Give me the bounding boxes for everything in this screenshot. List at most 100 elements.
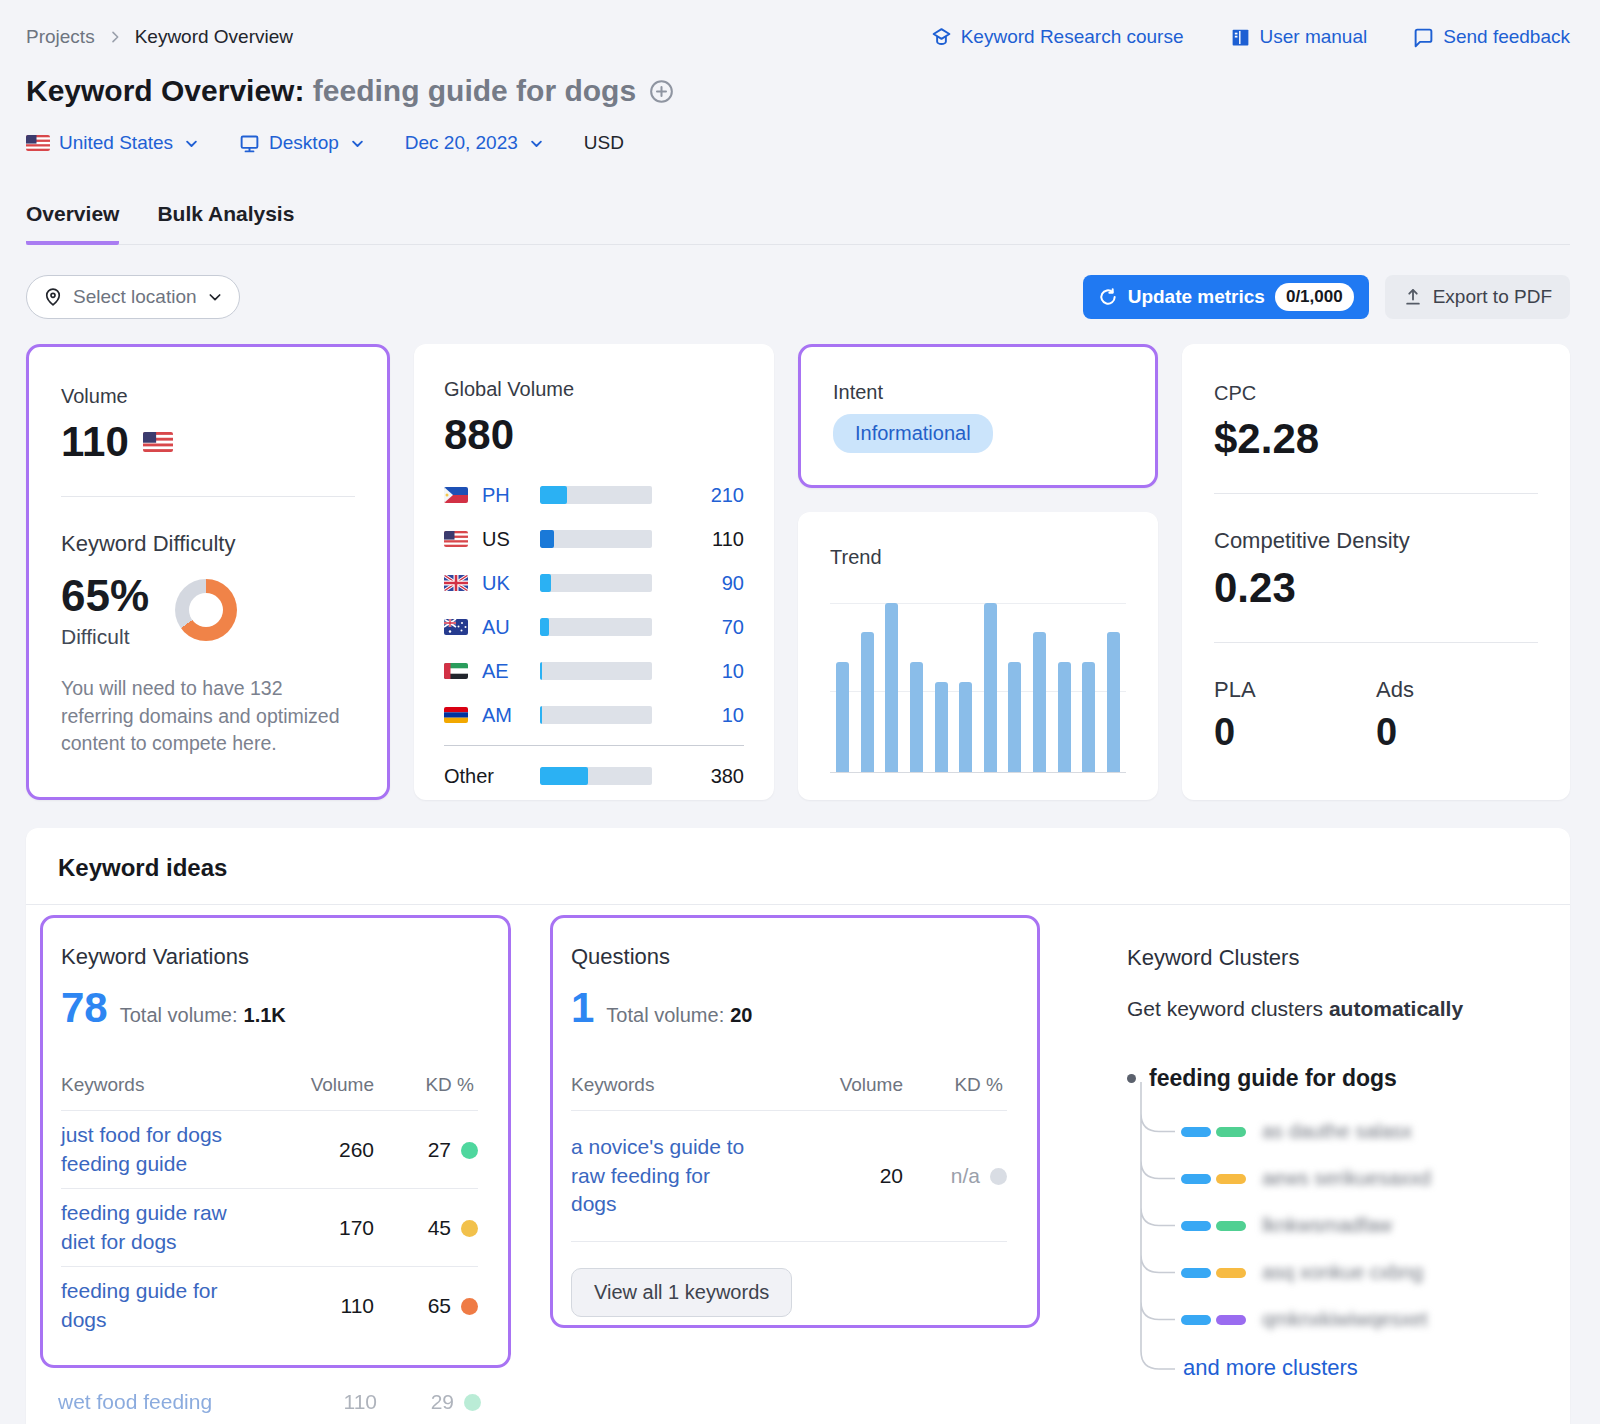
cluster-item[interactable]: asq xonkue cxbng <box>1127 1249 1540 1296</box>
breadcrumb-current: Keyword Overview <box>135 26 293 48</box>
send-feedback-link[interactable]: Send feedback <box>1413 26 1570 48</box>
book-icon <box>1230 27 1251 48</box>
user-manual-link[interactable]: User manual <box>1230 26 1368 48</box>
cluster-item-text: as dauthe salasx <box>1262 1120 1412 1143</box>
cluster-tree-connector <box>1127 1082 1187 1412</box>
keyword-row: feeding guide for dogs11065 <box>61 1266 478 1344</box>
global-volume-row: PH210 <box>444 473 744 517</box>
keyword-link[interactable]: feeding guide raw diet for dogs <box>61 1199 261 1256</box>
competitive-density-label: Competitive Density <box>1214 528 1538 554</box>
col-volume: Volume <box>823 1074 903 1096</box>
page-title-keyword: feeding guide for dogs <box>313 74 636 107</box>
trend-bar <box>885 603 898 772</box>
keyword-link[interactable]: wet food feeding <box>58 1388 212 1417</box>
ae-flag-icon <box>444 663 468 679</box>
volume-bar <box>540 530 652 548</box>
update-metrics-button[interactable]: Update metrics 0/1,000 <box>1083 275 1369 319</box>
quota-badge: 0/1,000 <box>1275 283 1354 311</box>
cluster-item-text: lknkwsmadfaw <box>1262 1214 1392 1237</box>
cluster-item[interactable]: as dauthe salasx <box>1127 1108 1540 1155</box>
global-volume-row: UK90 <box>444 561 744 605</box>
global-volume-row: AE10 <box>444 649 744 693</box>
export-to-pdf-button[interactable]: Export to PDF <box>1385 275 1570 319</box>
intent-label: Intent <box>833 381 1123 404</box>
kd-dot <box>464 1394 481 1411</box>
volume-label: Volume <box>61 385 355 408</box>
breadcrumb-projects[interactable]: Projects <box>26 26 95 48</box>
col-volume: Volume <box>294 1074 374 1096</box>
trend-bar-chart <box>830 603 1126 773</box>
ph-flag-icon <box>444 487 468 503</box>
keyword-variations-card: Keyword Variations 78 Total volume: 1.1K… <box>40 915 511 1368</box>
intent-card: Intent Informational <box>798 344 1158 488</box>
cluster-item[interactable]: lknkwsmadfaw <box>1127 1202 1540 1249</box>
cluster-pills-icon <box>1181 1221 1246 1231</box>
volume-bar <box>540 706 652 724</box>
chevron-down-icon <box>184 136 199 151</box>
cluster-pills-icon <box>1181 1315 1246 1325</box>
au-flag-icon <box>444 619 468 635</box>
volume-bar <box>540 767 652 785</box>
select-location-button[interactable]: Select location <box>26 275 240 319</box>
volume-value: 110 <box>61 418 129 466</box>
pla-label: PLA <box>1214 677 1376 703</box>
keyword-research-course-link[interactable]: Keyword Research course <box>931 26 1184 48</box>
keyword-variations-title: Keyword Variations <box>61 944 478 970</box>
add-keyword-icon[interactable] <box>648 78 675 105</box>
currency-label: USD <box>584 132 624 154</box>
tabs: Overview Bulk Analysis <box>26 202 1570 245</box>
kd-dot <box>990 1168 1007 1185</box>
cluster-item[interactable]: aews serikuesaxxd <box>1127 1155 1540 1202</box>
pla-value: 0 <box>1214 711 1376 754</box>
kd-note: You will need to have 132 referring doma… <box>61 675 355 758</box>
chevron-down-icon <box>350 136 365 151</box>
ads-value: 0 <box>1376 711 1538 754</box>
keyword-ideas-card: Keyword ideas Keyword Variations 78 Tota… <box>26 828 1570 1424</box>
questions-card: Questions 1 Total volume: 20 Keywords Vo… <box>550 915 1040 1328</box>
keyword-link[interactable]: just food for dogs feeding guide <box>61 1121 261 1178</box>
more-clusters-link[interactable]: and more clusters <box>1127 1355 1540 1381</box>
chevron-right-icon <box>107 29 123 45</box>
refresh-icon <box>1098 287 1118 307</box>
volume-bar <box>540 618 652 636</box>
cluster-item-text: aews serikuesaxxd <box>1262 1167 1431 1190</box>
desktop-icon <box>239 133 260 154</box>
cluster-item[interactable]: qmknxkiwiwqesxet <box>1127 1296 1540 1343</box>
global-volume-row: US110 <box>444 517 744 561</box>
view-all-keywords-button[interactable]: View all 1 keywords <box>571 1268 792 1317</box>
date-filter[interactable]: Dec 20, 2023 <box>405 132 544 154</box>
tab-bulk-analysis[interactable]: Bulk Analysis <box>157 202 294 245</box>
variations-count: 78 <box>61 984 108 1032</box>
keyword-row: feeding guide raw diet for dogs17045 <box>61 1188 478 1266</box>
trend-bar <box>984 603 997 772</box>
volume-bar <box>540 574 652 592</box>
cluster-item-text: asq xonkue cxbng <box>1262 1261 1423 1284</box>
course-icon <box>931 27 952 48</box>
trend-bar <box>1033 632 1046 772</box>
total-volume-value: 1.1K <box>244 1004 286 1027</box>
keyword-row: wet food feeding11029 <box>58 1388 481 1417</box>
tab-overview[interactable]: Overview <box>26 202 119 245</box>
global-volume-other-row: Other380 <box>444 754 744 798</box>
keyword-row: just food for dogs feeding guide26027 <box>61 1110 478 1188</box>
location-pin-icon <box>43 287 63 307</box>
country-filter[interactable]: United States <box>26 132 199 154</box>
total-volume-label: Total volume: <box>120 1004 238 1027</box>
trend-label: Trend <box>830 546 1126 569</box>
global-volume-card: Global Volume 880 PH210US110UK90AU70AE10… <box>414 344 774 800</box>
trend-bar <box>861 632 874 772</box>
trend-bar <box>1082 662 1095 772</box>
us-flag-icon <box>143 432 173 452</box>
kd-label: Keyword Difficulty <box>61 531 355 557</box>
trend-bar <box>910 662 923 772</box>
device-filter[interactable]: Desktop <box>239 132 365 154</box>
global-volume-row: AU70 <box>444 605 744 649</box>
competitive-density-value: 0.23 <box>1214 564 1538 612</box>
col-keywords: Keywords <box>61 1074 144 1096</box>
trend-card: Trend <box>798 512 1158 800</box>
volume-bar <box>540 486 652 504</box>
keyword-link[interactable]: feeding guide for dogs <box>61 1277 261 1334</box>
cpc-value: $2.28 <box>1214 415 1538 463</box>
keyword-link[interactable]: a novice's guide to raw feeding for dogs <box>571 1133 761 1219</box>
total-volume-label: Total volume: <box>606 1004 724 1027</box>
